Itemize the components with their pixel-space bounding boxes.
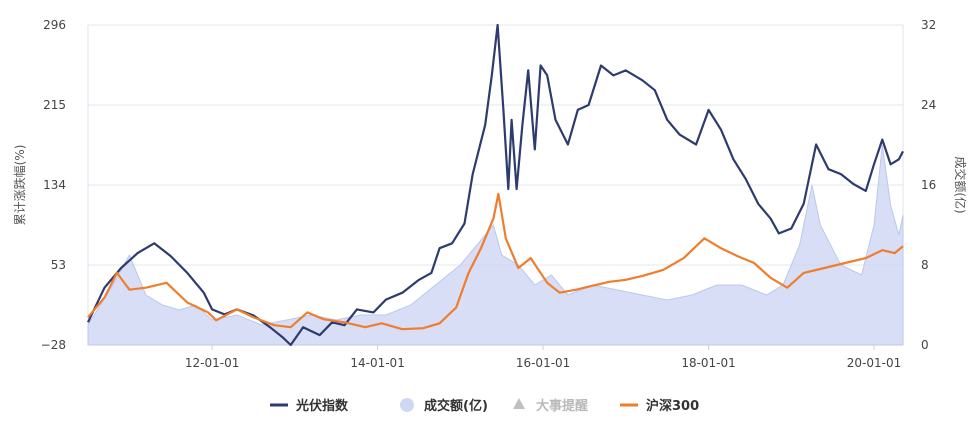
y-tick-label: 53: [51, 258, 66, 272]
y2-tick-label: 0: [921, 338, 929, 352]
legend-label: 光伏指数: [295, 398, 349, 414]
y-axis-title: 累计涨跌幅(%): [12, 145, 27, 226]
legend-item-evt[interactable]: 大事提醒: [513, 398, 588, 414]
y-tick-label: −28: [41, 338, 66, 352]
y2-axis-title: 成交额(亿): [953, 156, 968, 213]
x-tick-label: 14-01-01: [350, 356, 404, 370]
y2-tick-label: 24: [921, 98, 936, 112]
y2-axis-ticks: 32 24 16 8 0: [921, 18, 936, 352]
x-tick-label: 20-01-01: [847, 356, 901, 370]
x-tick-label: 18-01-01: [681, 356, 735, 370]
y-axis-ticks: 296 215 134 53 −28: [41, 18, 66, 352]
y2-tick-label: 8: [921, 258, 929, 272]
legend-item-hs[interactable]: 沪深300: [620, 398, 699, 414]
series-lines-layer: [87, 23, 904, 347]
series-hs300-line: [87, 192, 904, 331]
legend-triangle-icon: [513, 398, 525, 409]
legend-item-vol[interactable]: 成交额(亿): [400, 398, 488, 414]
y-tick-label: 134: [43, 178, 66, 192]
legend-label: 成交额(亿): [424, 398, 488, 414]
legend-item-pv[interactable]: 光伏指数: [270, 398, 349, 414]
legend-label: 沪深300: [646, 398, 699, 414]
x-tick-label: 12-01-01: [185, 356, 239, 370]
legend-circle-icon: [400, 398, 414, 412]
x-tick-label: 16-01-01: [516, 356, 570, 370]
y-tick-label: 215: [43, 98, 66, 112]
legend[interactable]: 光伏指数 成交额(亿) 大事提醒 沪深300: [270, 398, 699, 414]
x-axis-ticks: 12-01-01 14-01-01 16-01-01 18-01-01 20-01-01: [185, 345, 901, 370]
legend-label: 大事提醒: [536, 398, 588, 414]
series-pv-index-line: [87, 23, 904, 347]
y-tick-label: 296: [43, 18, 66, 32]
y2-tick-label: 32: [921, 18, 936, 32]
y2-tick-label: 16: [921, 178, 936, 192]
